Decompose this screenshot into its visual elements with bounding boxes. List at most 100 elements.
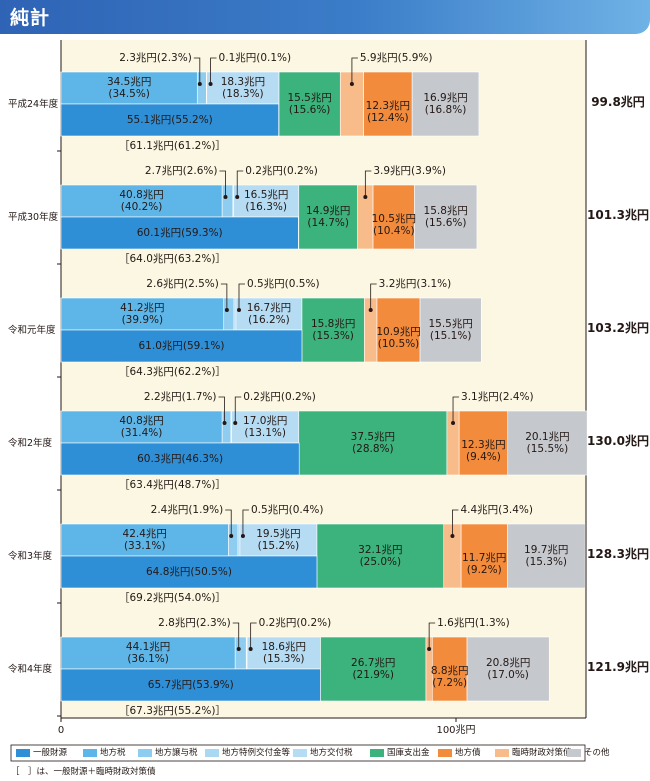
legend-label: 地方譲与税 (155, 747, 198, 758)
bar-jouyozei (228, 523, 239, 557)
kokko-value-label: 37.5兆円(28.8%) (351, 431, 395, 455)
rinji-value-label: 3.1兆円(2.4%) (461, 391, 534, 403)
chihouzei-value-label: 41.2兆円(39.9%) (120, 302, 164, 326)
x-tick-label: 100兆円 (436, 724, 475, 736)
bar-chihouzei (60, 523, 229, 557)
bracket-value-label: ［69.2兆円(54.0%)］ (119, 592, 226, 604)
bar-other (507, 523, 586, 589)
bar-jouyozei (221, 184, 234, 218)
bar-chihouzei (60, 636, 236, 670)
tokurei-value-label: 0.2兆円(0.2%) (243, 391, 316, 403)
kokko-value-label: 26.7兆円(21.9%) (351, 657, 395, 681)
tokurei-value-label: 0.1兆円(0.1%) (219, 52, 292, 64)
section-header: 純計 (0, 0, 650, 34)
plot-area-background (61, 40, 586, 718)
jouyozei-leader-line (219, 170, 226, 197)
rinji-dot (349, 82, 354, 86)
year-label: 令和元年度 (8, 324, 56, 336)
kokko-value-label: 14.9兆円(14.7%) (306, 205, 350, 229)
rinji-value-label: 1.6兆円(1.3%) (437, 617, 510, 629)
rinji-leader-line (452, 396, 460, 423)
total-column-background (586, 40, 650, 718)
year-label: 令和4年度 (8, 663, 53, 675)
jouyozei-leader-line (225, 509, 232, 536)
legend-label: 地方債 (455, 747, 481, 758)
bar-jouyozei (223, 297, 235, 331)
bracket-value-label: ［61.1兆円(61.2%)］ (119, 140, 226, 152)
general-value-label: 60.3兆円(46.3%) (137, 453, 223, 465)
legend-swatch (138, 749, 152, 757)
other-value-label: 16.9兆円(16.8%) (423, 92, 467, 116)
year-label: 平成24年度 (8, 98, 59, 110)
jouyozei-leader-line (220, 283, 228, 310)
bar-kokko (298, 184, 358, 250)
koufuzei-value-label: 18.3兆円(18.3%) (221, 76, 265, 100)
jouyozei-leader-line (193, 57, 201, 84)
total-value-label: 103.2兆円 (587, 320, 649, 335)
bar-chihousai (376, 297, 421, 363)
kokko-value-label: 15.8兆円(15.3%) (311, 318, 355, 342)
bar-general (60, 216, 299, 250)
bar-other (411, 71, 480, 137)
year-label: 平成30年度 (8, 211, 59, 223)
bar-kokko (278, 71, 341, 137)
jouyozei-dot (222, 421, 227, 425)
legend-label: 地方税 (100, 747, 126, 758)
legend-label: その他 (584, 747, 610, 758)
koufuzei-value-label: 18.6兆円(15.3%) (262, 641, 306, 665)
tokurei-value-label: 0.2兆円(0.2%) (245, 165, 318, 177)
tokurei-dot (233, 421, 238, 425)
tokurei-dot (235, 195, 240, 199)
other-value-label: 15.5兆円(15.1%) (428, 318, 472, 342)
bar-kokko (301, 297, 365, 363)
year-label: 令和3年度 (8, 550, 53, 562)
jouyozei-dot (197, 82, 202, 86)
legend-swatch (370, 749, 384, 757)
legend-label: 地方特例交付金等 (222, 747, 291, 758)
bar-jouyozei (196, 71, 207, 105)
legend-swatch (205, 749, 219, 757)
section-title: 純計 (10, 7, 51, 29)
other-value-label: 19.7兆円(15.3%) (524, 544, 568, 568)
legend-swatch (495, 749, 509, 757)
tokurei-leader-line (242, 509, 249, 536)
rinji-leader-line (351, 57, 358, 84)
total-value-label: 99.8兆円 (591, 94, 645, 109)
bar-jouyozei (234, 636, 247, 670)
rinji-dot (368, 308, 373, 312)
bar-jouyozei (221, 410, 232, 444)
bar-koufuzei (246, 636, 321, 670)
chihouzei-value-label: 42.4兆円(33.1%) (123, 528, 167, 552)
bar-general (60, 103, 279, 137)
jouyozei-value-label: 2.6兆円(2.5%) (146, 278, 219, 290)
tokurei-leader-line (234, 396, 242, 423)
tokurei-leader-line (250, 622, 257, 649)
kokko-value-label: 32.1兆円(25.0%) (358, 544, 402, 568)
legend-label: 地方交付税 (310, 747, 353, 758)
footnote: ［ ］は、一般財源＋臨時財政対策債 (11, 766, 156, 777)
bracket-value-label: ［63.4兆円(48.7%)］ (119, 479, 226, 491)
rinji-dot (451, 421, 456, 425)
bar-other (419, 297, 482, 363)
bar-other (414, 184, 478, 250)
tokurei-leader-line (236, 170, 244, 197)
koufuzei-value-label: 17.0兆円(13.1%) (243, 415, 287, 439)
chihousai-value-label: 11.7兆円(9.2%) (462, 552, 506, 576)
jouyozei-value-label: 2.7兆円(2.6%) (145, 165, 218, 177)
tokurei-leader-line (238, 283, 245, 310)
bar-general (60, 329, 303, 363)
jouyozei-dot (223, 195, 228, 199)
total-value-label: 128.3兆円 (587, 546, 649, 561)
bar-kokko (316, 523, 445, 589)
jouyozei-dot (236, 647, 241, 651)
chihousai-value-label: 12.3兆円(12.4%) (366, 100, 410, 124)
tokurei-dot (248, 647, 253, 651)
chihouzei-value-label: 40.8兆円(40.2%) (119, 189, 163, 213)
legend-swatch (16, 749, 30, 757)
total-value-label: 121.9兆円 (587, 659, 649, 674)
bar-other (466, 636, 550, 702)
tokurei-value-label: 0.5兆円(0.5%) (247, 278, 320, 290)
jouyozei-value-label: 2.8兆円(2.3%) (158, 617, 231, 629)
rinji-dot (363, 195, 368, 199)
rinji-leader-line (428, 622, 436, 649)
